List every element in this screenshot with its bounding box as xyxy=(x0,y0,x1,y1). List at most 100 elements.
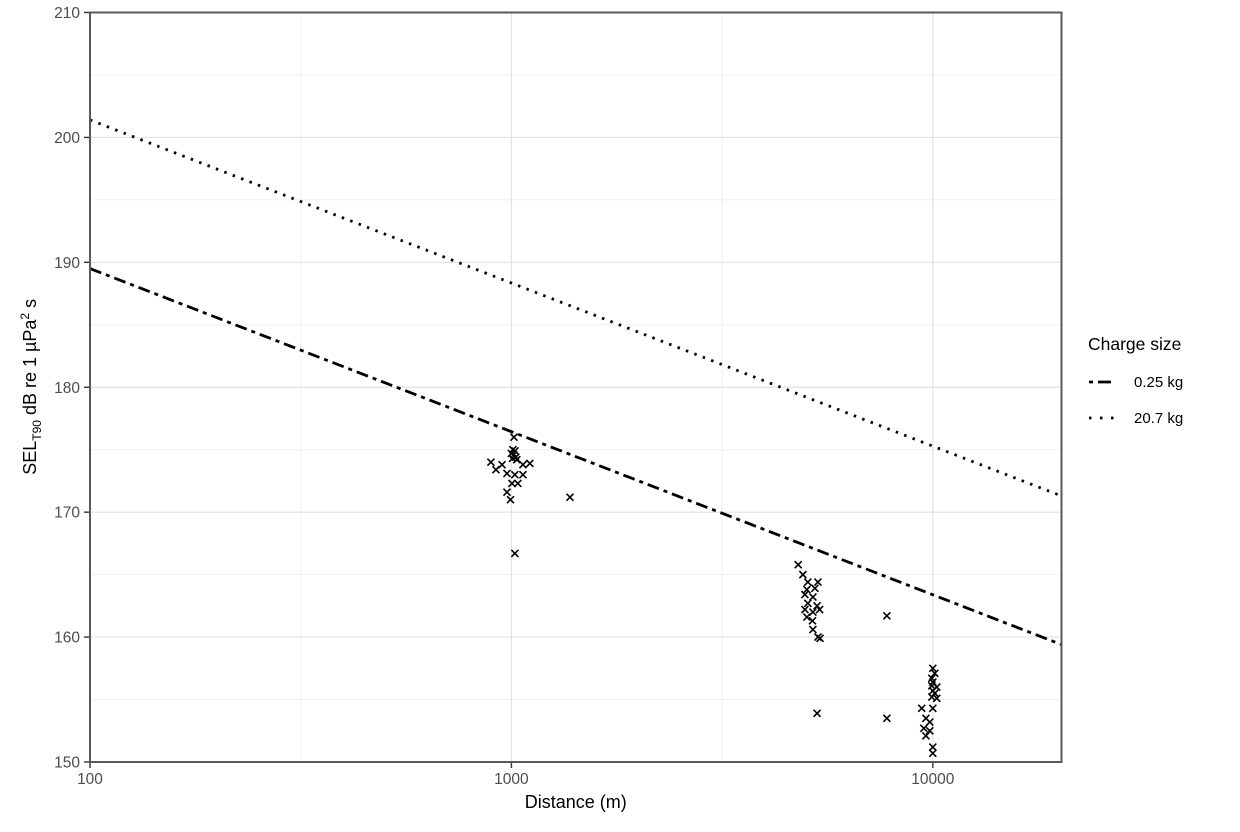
data-point xyxy=(509,433,519,442)
x-marker-icon xyxy=(565,493,575,502)
x-tick-label: 1000 xyxy=(494,771,529,788)
data-point xyxy=(486,458,495,467)
x-axis-title: Distance (m) xyxy=(524,792,627,812)
y-tick-label: 200 xyxy=(54,130,80,147)
x-marker-icon xyxy=(486,458,495,467)
x-marker-icon xyxy=(813,578,823,587)
data-point xyxy=(513,479,522,488)
x-marker-icon xyxy=(919,724,928,733)
x-marker-icon xyxy=(794,560,803,569)
data-point xyxy=(502,469,512,478)
x-marker-icon xyxy=(506,495,515,504)
data-point xyxy=(800,590,809,599)
data-point xyxy=(502,488,512,497)
data-point xyxy=(794,560,803,569)
panel-border xyxy=(89,11,1063,763)
y-axis-title-subscript: T90 xyxy=(29,420,44,441)
data-point xyxy=(525,459,534,468)
legend-item-20.7kg: 20.7 kg xyxy=(1088,407,1238,429)
data-point xyxy=(928,749,937,758)
data-point xyxy=(813,709,822,718)
x-marker-icon xyxy=(928,742,937,752)
x-marker-icon xyxy=(518,470,528,479)
x-marker-icon xyxy=(502,469,512,478)
x-marker-icon xyxy=(815,605,824,614)
data-point xyxy=(928,704,937,713)
x-marker-icon xyxy=(808,616,817,625)
x-marker-icon xyxy=(491,465,501,474)
data-point xyxy=(882,714,891,723)
dashdot-line-key-icon xyxy=(1089,380,1121,384)
data-point xyxy=(808,593,817,602)
data-point xyxy=(803,599,812,608)
x-marker-icon xyxy=(927,674,936,683)
data-point xyxy=(921,731,930,740)
data-point xyxy=(919,724,928,733)
x-marker-icon xyxy=(932,694,941,703)
data-point xyxy=(882,611,891,620)
y-axis-title-main: SEL xyxy=(20,440,41,475)
x-marker-icon xyxy=(928,704,937,713)
data-point xyxy=(928,664,937,673)
data-point xyxy=(507,479,517,488)
data-point xyxy=(800,605,809,614)
x-marker-icon xyxy=(502,488,512,497)
dotted-line-key-icon xyxy=(1089,416,1118,420)
data-point xyxy=(802,585,811,594)
x-marker-icon xyxy=(921,731,930,740)
data-point xyxy=(813,578,823,587)
data-point xyxy=(815,605,824,614)
x-marker-icon xyxy=(508,454,517,463)
x-marker-icon xyxy=(882,714,891,723)
data-point xyxy=(930,669,939,678)
data-point xyxy=(491,465,501,474)
x-marker-icon xyxy=(917,704,926,713)
data-point xyxy=(917,704,926,713)
x-marker-icon xyxy=(802,585,811,594)
x-marker-icon xyxy=(798,570,807,579)
y-axis-title-units-end: s xyxy=(20,299,41,314)
data-point xyxy=(928,742,937,752)
x-marker-icon xyxy=(921,714,930,723)
y-axis-title-units: dB re 1 µPa xyxy=(20,319,41,421)
x-marker-icon xyxy=(512,455,521,464)
data-point xyxy=(815,634,825,643)
x-marker-icon xyxy=(808,593,817,602)
data-point xyxy=(506,495,515,504)
data-point xyxy=(808,625,817,634)
data-point xyxy=(518,470,528,479)
legend-label-20.7kg: 20.7 kg xyxy=(1134,409,1184,427)
x-marker-icon xyxy=(802,613,811,622)
y-tick-label: 190 xyxy=(54,255,80,272)
x-marker-icon xyxy=(510,549,519,558)
x-marker-icon xyxy=(813,709,822,718)
x-marker-icon xyxy=(510,470,519,479)
data-point xyxy=(932,694,941,703)
legend: Charge size 0.25 kg 20.7 kg xyxy=(1088,334,1238,443)
data-point xyxy=(810,584,819,593)
y-tick-label: 150 xyxy=(54,755,80,772)
legend-title: Charge size xyxy=(1088,334,1182,354)
x-marker-icon xyxy=(813,601,822,610)
x-tick-label: 100 xyxy=(77,771,103,788)
x-marker-icon xyxy=(810,584,819,593)
y-tick-label: 160 xyxy=(54,630,80,647)
y-tick-label: 170 xyxy=(54,505,80,522)
data-point xyxy=(510,470,519,479)
x-marker-icon xyxy=(509,433,519,442)
y-tick-label: 210 xyxy=(54,5,80,22)
data-point xyxy=(798,570,807,579)
x-marker-icon xyxy=(925,717,934,727)
data-point xyxy=(803,578,812,587)
y-tick-label: 180 xyxy=(54,380,80,397)
legend-label-0.25kg: 0.25 kg xyxy=(1134,373,1184,391)
x-marker-icon xyxy=(803,599,812,608)
data-point xyxy=(802,613,811,622)
legend-item-0.25kg: 0.25 kg xyxy=(1088,371,1238,393)
x-marker-icon xyxy=(928,664,937,673)
series-line-0.25kg xyxy=(89,267,1063,646)
x-marker-icon xyxy=(518,460,528,469)
x-marker-icon xyxy=(525,459,534,468)
x-marker-icon xyxy=(928,749,937,758)
